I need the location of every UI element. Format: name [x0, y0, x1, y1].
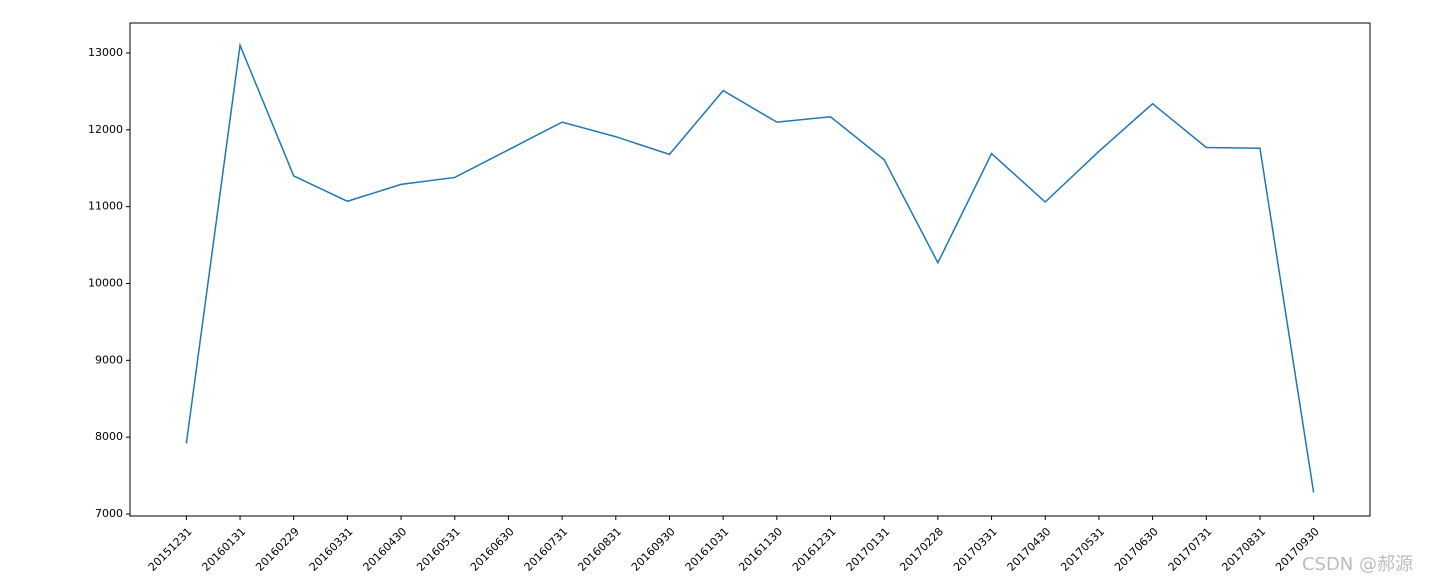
- x-tick-label: 20170430: [1005, 525, 1054, 574]
- x-tick-label: 20160930: [629, 525, 678, 574]
- x-tick-label: 20160131: [199, 525, 248, 574]
- x-tick-label: 20160731: [522, 525, 571, 574]
- x-tick-label: 20170131: [844, 525, 893, 574]
- x-tick-label: 20170731: [1166, 525, 1215, 574]
- y-tick-label: 11000: [88, 200, 123, 213]
- x-tick-label: 20170831: [1219, 525, 1268, 574]
- x-tick-label: 20161130: [736, 525, 785, 574]
- y-tick-label: 9000: [95, 353, 123, 366]
- y-tick-label: 12000: [88, 123, 123, 136]
- watermark: CSDN @郝源: [1302, 554, 1413, 575]
- x-tick-label: 20160229: [253, 525, 302, 574]
- x-tick-label: 20170630: [1112, 525, 1161, 574]
- line-series: [185, 42, 1315, 493]
- x-tick-label: 20161231: [790, 525, 839, 574]
- y-tick-label: 8000: [95, 430, 123, 443]
- y-tick-label: 10000: [88, 276, 123, 289]
- x-tick-label: 20160630: [468, 525, 517, 574]
- x-tick-label: 20160331: [307, 525, 356, 574]
- x-tick-label: 20160430: [361, 525, 410, 574]
- x-tick-label: 20170531: [1058, 525, 1107, 574]
- x-tick-label: 20170228: [897, 525, 946, 574]
- plot-frame: [129, 22, 1371, 517]
- x-tick-label: 20160531: [414, 525, 463, 574]
- x-tick-label: 20151231: [146, 525, 195, 574]
- y-tick-label: 13000: [88, 46, 123, 59]
- x-tick-label: 20161031: [683, 525, 732, 574]
- x-tick-label: 20170331: [951, 525, 1000, 574]
- y-tick-label: 7000: [95, 507, 123, 520]
- x-tick-label: 20160831: [575, 525, 624, 574]
